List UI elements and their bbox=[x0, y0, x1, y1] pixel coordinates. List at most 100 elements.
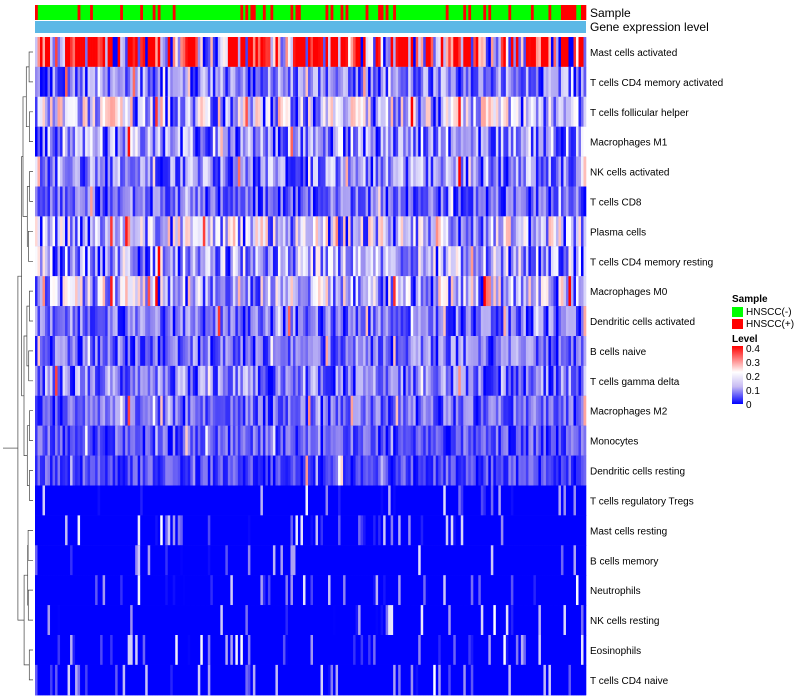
heatmap-cell bbox=[360, 336, 364, 367]
heatmap-cell bbox=[353, 246, 356, 277]
heatmap-cell bbox=[252, 216, 256, 247]
heatmap-cell bbox=[430, 635, 434, 666]
heatmap-cell bbox=[388, 455, 391, 486]
heatmap-cell bbox=[205, 395, 209, 427]
heatmap-cell bbox=[182, 545, 186, 576]
heatmap-cell bbox=[290, 485, 294, 516]
heatmap-cell bbox=[165, 96, 169, 128]
heatmap-cell bbox=[107, 276, 111, 307]
heatmap-cell bbox=[242, 515, 246, 546]
heatmap-cell bbox=[568, 605, 572, 636]
heatmap-cell bbox=[508, 425, 512, 457]
heatmap-cell bbox=[563, 635, 567, 666]
heatmap-cell bbox=[523, 96, 527, 128]
heatmap-cell bbox=[155, 156, 159, 187]
heatmap-cell bbox=[328, 216, 331, 247]
heatmap-cell bbox=[85, 336, 88, 367]
heatmap-cell bbox=[277, 605, 281, 636]
heatmap-cell bbox=[255, 515, 259, 546]
heatmap-cell bbox=[205, 126, 209, 158]
heatmap-cell bbox=[415, 336, 419, 367]
heatmap-cell bbox=[57, 306, 61, 337]
heatmap-cell bbox=[152, 306, 156, 337]
heatmap-cell bbox=[545, 365, 549, 397]
heatmap-cell bbox=[150, 336, 154, 367]
heatmap-cell bbox=[275, 276, 279, 307]
heatmap-cell bbox=[450, 66, 454, 98]
heatmap-cell bbox=[508, 545, 512, 576]
heatmap-cell bbox=[277, 664, 281, 696]
heatmap-cell bbox=[513, 455, 517, 486]
heatmap-cell bbox=[363, 336, 366, 367]
heatmap-cell bbox=[405, 96, 409, 128]
heatmap-cell bbox=[300, 306, 304, 337]
heatmap-cell bbox=[260, 276, 264, 307]
heatmap-cell bbox=[563, 216, 567, 247]
heatmap-cell bbox=[563, 455, 567, 486]
heatmap-cell bbox=[275, 545, 279, 576]
heatmap-cell bbox=[513, 515, 517, 546]
heatmap-cell bbox=[132, 395, 136, 427]
heatmap-cell bbox=[485, 126, 489, 158]
heatmap-cell bbox=[373, 425, 376, 457]
heatmap-cell bbox=[52, 66, 56, 98]
heatmap-cell bbox=[305, 216, 309, 247]
heatmap-cell bbox=[535, 216, 539, 247]
heatmap-cell bbox=[338, 276, 341, 307]
heatmap-cell bbox=[325, 485, 329, 516]
heatmap-cell bbox=[553, 664, 557, 696]
heatmap-cell bbox=[515, 425, 519, 457]
heatmap-cell bbox=[280, 37, 284, 68]
heatmap-cell bbox=[117, 96, 121, 128]
heatmap-cell bbox=[137, 186, 141, 217]
heatmap-cell bbox=[538, 246, 542, 277]
heatmap-cell bbox=[70, 395, 73, 427]
heatmap-cell bbox=[413, 186, 416, 217]
heatmap-cell bbox=[433, 186, 437, 217]
heatmap-cell bbox=[578, 156, 582, 187]
heatmap-cell bbox=[393, 545, 396, 576]
heatmap-cell bbox=[460, 515, 464, 546]
heatmap-cell bbox=[478, 276, 482, 307]
heatmap-cell bbox=[47, 66, 51, 98]
heatmap-cell bbox=[70, 306, 73, 337]
heatmap-cell bbox=[122, 365, 126, 397]
heatmap-cell bbox=[513, 276, 517, 307]
heatmap-cell bbox=[468, 96, 472, 128]
heatmap-cell bbox=[443, 395, 447, 427]
heatmap-cell bbox=[102, 306, 106, 337]
heatmap-cell bbox=[95, 186, 98, 217]
heatmap-cell bbox=[353, 336, 356, 367]
heatmap-cell bbox=[555, 605, 559, 636]
heatmap-cell bbox=[177, 66, 181, 98]
heatmap-cell bbox=[290, 66, 294, 98]
heatmap-cell bbox=[305, 485, 309, 516]
heatmap-cell bbox=[413, 664, 416, 696]
heatmap-cell bbox=[75, 365, 78, 397]
heatmap-cell bbox=[513, 425, 517, 457]
heatmap-cell bbox=[227, 664, 231, 696]
heatmap-cell bbox=[490, 246, 494, 277]
heatmap-cell bbox=[353, 395, 356, 427]
heatmap-cell bbox=[217, 306, 221, 337]
heatmap-cell bbox=[270, 246, 274, 277]
heatmap-cell bbox=[122, 186, 126, 217]
heatmap-cell bbox=[545, 395, 549, 427]
heatmap-cell bbox=[35, 246, 38, 277]
heatmap-cell bbox=[60, 246, 63, 277]
heatmap-cell bbox=[525, 455, 529, 486]
heatmap-cell bbox=[115, 96, 118, 128]
heatmap-cell bbox=[45, 455, 48, 486]
heatmap-cell bbox=[453, 605, 457, 636]
heatmap-cell bbox=[257, 216, 261, 247]
heatmap-cell bbox=[463, 575, 467, 606]
heatmap-cell bbox=[453, 96, 457, 128]
heatmap-cell bbox=[495, 635, 499, 666]
heatmap-cell bbox=[105, 126, 108, 158]
heatmap-cell bbox=[115, 186, 118, 217]
heatmap-cell bbox=[410, 575, 414, 606]
heatmap-cell bbox=[165, 365, 169, 397]
heatmap-cell bbox=[95, 485, 98, 516]
heatmap-cell bbox=[438, 276, 442, 307]
heatmap-cell bbox=[55, 336, 58, 367]
